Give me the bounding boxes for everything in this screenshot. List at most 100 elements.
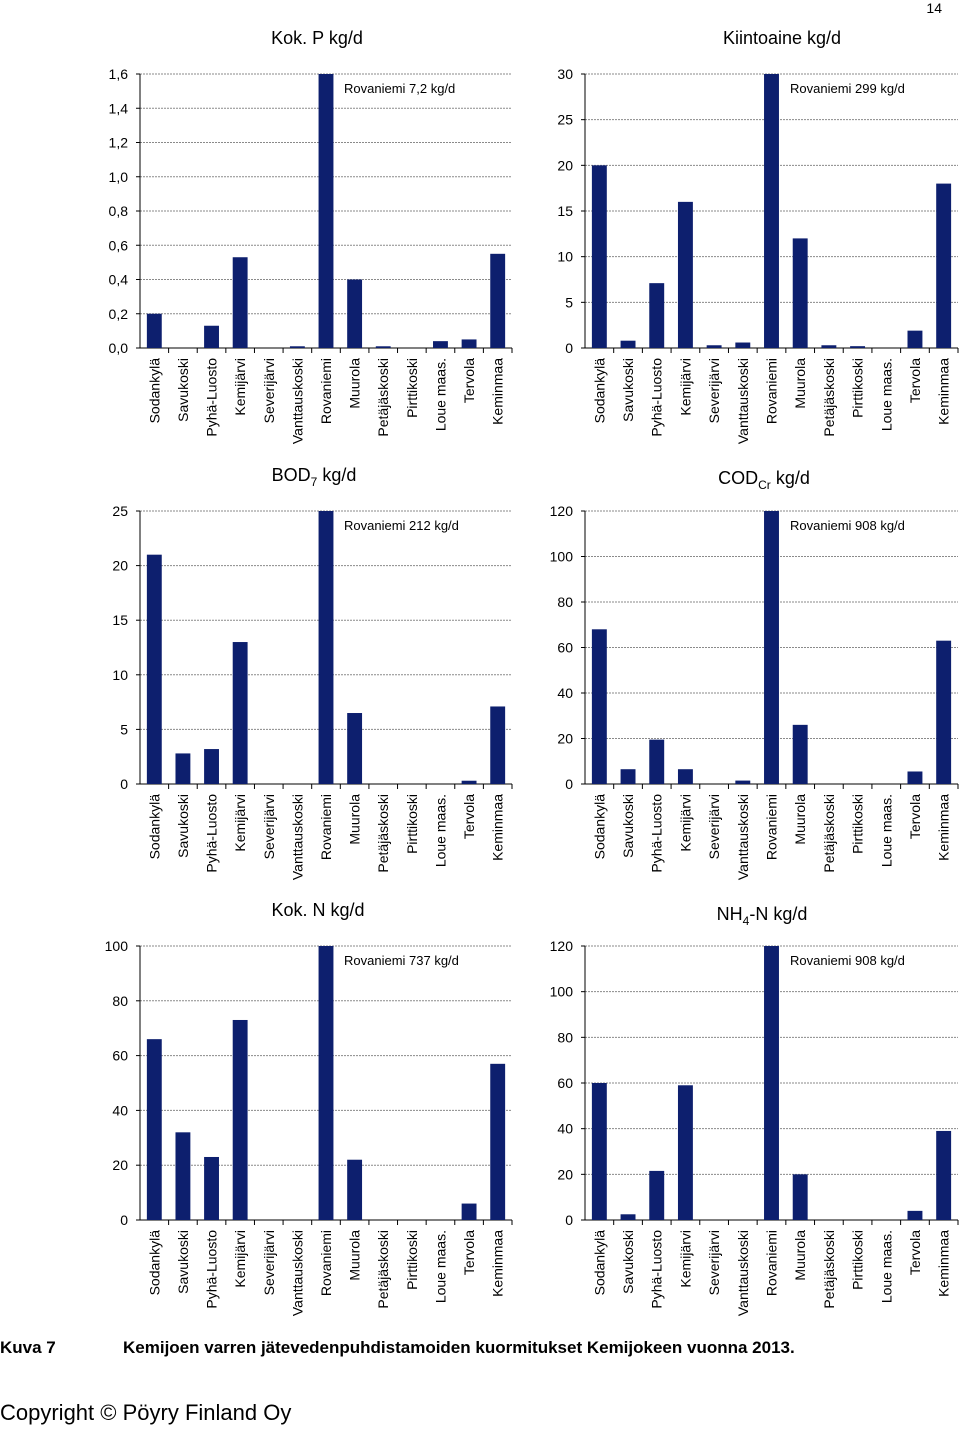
x-tick-label: Tervola [461,358,477,403]
x-tick-label: Muurola [792,794,808,845]
y-tick-label: 80 [557,594,573,610]
x-tick-label: Loue maas. [432,1230,448,1303]
y-tick-label: 20 [112,1157,128,1173]
bar-sodankylä [591,1083,607,1220]
bar-kemijärvi [232,257,248,348]
bar-savukoski [620,769,636,784]
y-tick-label: 15 [557,203,573,219]
x-tick-label: Kemijärvi [232,794,248,852]
y-tick-label: 100 [105,938,129,954]
bar-kemijärvi [677,769,693,784]
x-tick-label: Pyhä-Luosto [649,794,665,873]
bar-muurola [792,1174,808,1220]
bar-keminmaa [490,1063,506,1220]
bar-pyhä-luosto [649,739,665,784]
y-tick-label: 120 [550,938,574,954]
x-tick-label: Pyhä-Luosto [204,358,220,437]
chart-6: NH4-N kg/d 0 20 40 60 80 100 120 Sodankylä Savuko… [550,904,959,1316]
bar-vanttauskoski [289,346,305,348]
x-tick-label: Severijärvi [706,358,722,423]
x-tick-label: Kemijärvi [677,794,693,852]
x-tick-label: Pyhä-Luosto [204,1230,220,1309]
bar-keminmaa [936,1130,952,1220]
x-tick-label: Keminmaa [936,1230,952,1297]
bar-sodankylä [146,1039,162,1220]
bar-kemijärvi [232,642,248,784]
y-tick-label: 100 [550,549,574,565]
x-tick-label: Muurola [792,1230,808,1281]
x-tick-label: Keminmaa [936,794,952,861]
bar-petäjäskoski [821,345,837,348]
y-tick-label: 20 [557,731,573,747]
y-tick-label: 5 [565,294,573,310]
bar-sodankylä [146,554,162,784]
bar-pyhä-luosto [649,1170,665,1220]
y-tick-label: 20 [112,558,128,574]
bar-tervola [907,330,923,348]
x-tick-label: Vanttauskoski [289,358,305,444]
x-tick-label: Rovaniemi [764,794,780,860]
bar-rovaniemi [764,511,779,784]
bar-vanttauskoski [735,342,751,348]
y-tick-label: 0,4 [109,272,129,288]
y-tick-label: 5 [120,721,128,737]
x-tick-label: Petäjäskoski [821,794,837,873]
x-tick-label: Sodankylä [591,358,607,424]
x-tick-label: Severijärvi [706,1230,722,1295]
bar-sodankylä [591,629,607,784]
x-tick-label: Vanttauskoski [289,794,305,880]
x-tick-label: Muurola [347,794,363,845]
x-tick-label: Savukoski [175,794,191,858]
y-tick-label: 10 [112,667,128,683]
x-tick-label: Pyhä-Luosto [649,358,665,437]
y-tick-label: 25 [557,112,573,128]
x-tick-label: Rovaniemi [318,1230,334,1296]
chart-annotation: Rovaniemi 908 kg/d [790,953,905,968]
y-tick-label: 30 [557,66,573,82]
y-tick-label: 20 [557,1166,573,1182]
x-tick-label: Rovaniemi [764,358,780,424]
y-tick-label: 60 [112,1048,128,1064]
y-tick-label: 0 [565,1212,573,1228]
bar-pyhä-luosto [649,283,665,348]
chart-title: BOD7 kg/d [272,465,357,489]
bar-kemijärvi [677,1085,693,1220]
chart-annotation: Rovaniemi 908 kg/d [790,518,905,533]
x-tick-label: Muurola [347,358,363,409]
bar-kemijärvi [677,201,693,348]
bar-savukoski [175,1132,191,1220]
y-tick-label: 10 [557,249,573,265]
bar-tervola [461,339,477,348]
x-tick-label: Muurola [347,1230,363,1281]
bar-sodankylä [591,165,607,348]
y-tick-label: 60 [557,640,573,656]
bar-pyhä-luosto [204,1156,219,1220]
bar-rovaniemi [764,946,779,1220]
y-tick-label: 1,0 [109,169,129,185]
x-tick-label: Rovaniemi [764,1230,780,1296]
bar-sodankylä [146,313,162,348]
x-tick-label: Tervola [907,358,923,403]
x-tick-label: Petäjäskoski [821,1230,837,1309]
x-tick-label: Pirttikoski [404,1230,420,1290]
bar-savukoski [175,753,191,784]
x-tick-label: Loue maas. [432,358,448,431]
bar-muurola [347,713,363,784]
y-tick-label: 15 [112,612,128,628]
chart-1: Kok. P kg/d 0,0 0,2 0,4 0,6 0,8 1,0 1,2 1,4 1,6 So… [109,28,513,444]
x-tick-label: Savukoski [175,1230,191,1294]
x-tick-label: Pyhä-Luosto [649,1230,665,1309]
caption-text: Kemijoen varren jätevedenpuhdistamoiden … [123,1338,795,1357]
chart-title: Kok. P kg/d [271,28,363,48]
bar-muurola [347,1159,363,1220]
x-tick-label: Keminmaa [490,358,506,425]
bar-keminmaa [936,183,952,348]
x-tick-label: Loue maas. [432,794,448,867]
chart-5: Kok. N kg/d 0 20 40 60 80 100 Sodankylä Savukosk… [105,900,513,1316]
bar-pirttikoski [850,346,866,348]
x-tick-label: Vanttauskoski [289,1230,305,1316]
bar-pyhä-luosto [204,325,219,348]
chart-title: NH4-N kg/d [717,904,808,928]
bar-savukoski [620,1214,636,1220]
chart-2: Kiintoaine kg/d 0 5 10 15 20 25 30 Sodankylä Savu… [557,28,959,444]
